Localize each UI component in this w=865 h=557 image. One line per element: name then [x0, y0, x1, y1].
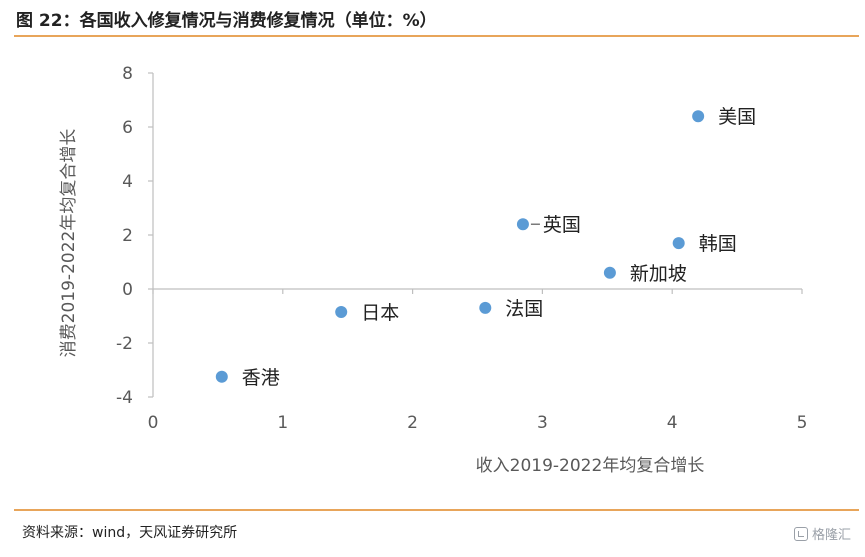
y-tick-labels: -4 -2 0 2 4 6 8: [116, 64, 133, 408]
top-divider: [14, 35, 859, 37]
source-note: 资料来源：wind，天风证券研究所: [22, 525, 238, 541]
watermark-text: 格隆汇: [811, 528, 851, 543]
data-point: [215, 370, 228, 383]
y-tick-label: 2: [122, 226, 133, 246]
y-tick-label: 6: [122, 118, 133, 138]
x-tick-labels: 0 1 2 3 4 5: [148, 413, 808, 433]
data-point: [335, 305, 348, 318]
point-label: 香港: [242, 367, 280, 389]
x-tick-label: 0: [148, 413, 159, 433]
x-axis-title: 收入2019-2022年均复合增长: [476, 456, 705, 476]
point-label: 美国: [718, 106, 756, 128]
data-point: [603, 266, 616, 279]
watermark: 格隆汇: [793, 524, 851, 543]
y-tick-label: 8: [122, 64, 133, 84]
data-point: [692, 110, 705, 123]
data-point: [672, 237, 685, 250]
y-tick-label: 4: [122, 172, 133, 192]
x-tick-label: 3: [537, 413, 548, 433]
point-label: 日本: [361, 302, 399, 324]
data-point: [516, 218, 529, 231]
figure-title: 图 22：各国收入修复情况与消费修复情况（单位：%）: [16, 11, 437, 31]
y-tick-label: -2: [116, 334, 133, 354]
point-label: 韩国: [699, 233, 737, 255]
y-tick-label: -4: [116, 388, 133, 408]
point-label: 法国: [505, 298, 543, 320]
axes: [148, 72, 803, 398]
y-axis-title: 消费2019-2022年均复合增长: [59, 129, 79, 358]
x-tick-label: 5: [797, 413, 808, 433]
x-tick-label: 2: [407, 413, 418, 433]
point-label: 新加坡: [630, 263, 687, 285]
bottom-divider: [14, 509, 859, 511]
point-label: 英国: [543, 214, 581, 236]
x-tick-label: 1: [277, 413, 288, 433]
x-tick-label: 4: [667, 413, 678, 433]
watermark-logo-icon: [793, 526, 808, 541]
data-point: [479, 301, 492, 314]
y-tick-label: 0: [122, 280, 133, 300]
